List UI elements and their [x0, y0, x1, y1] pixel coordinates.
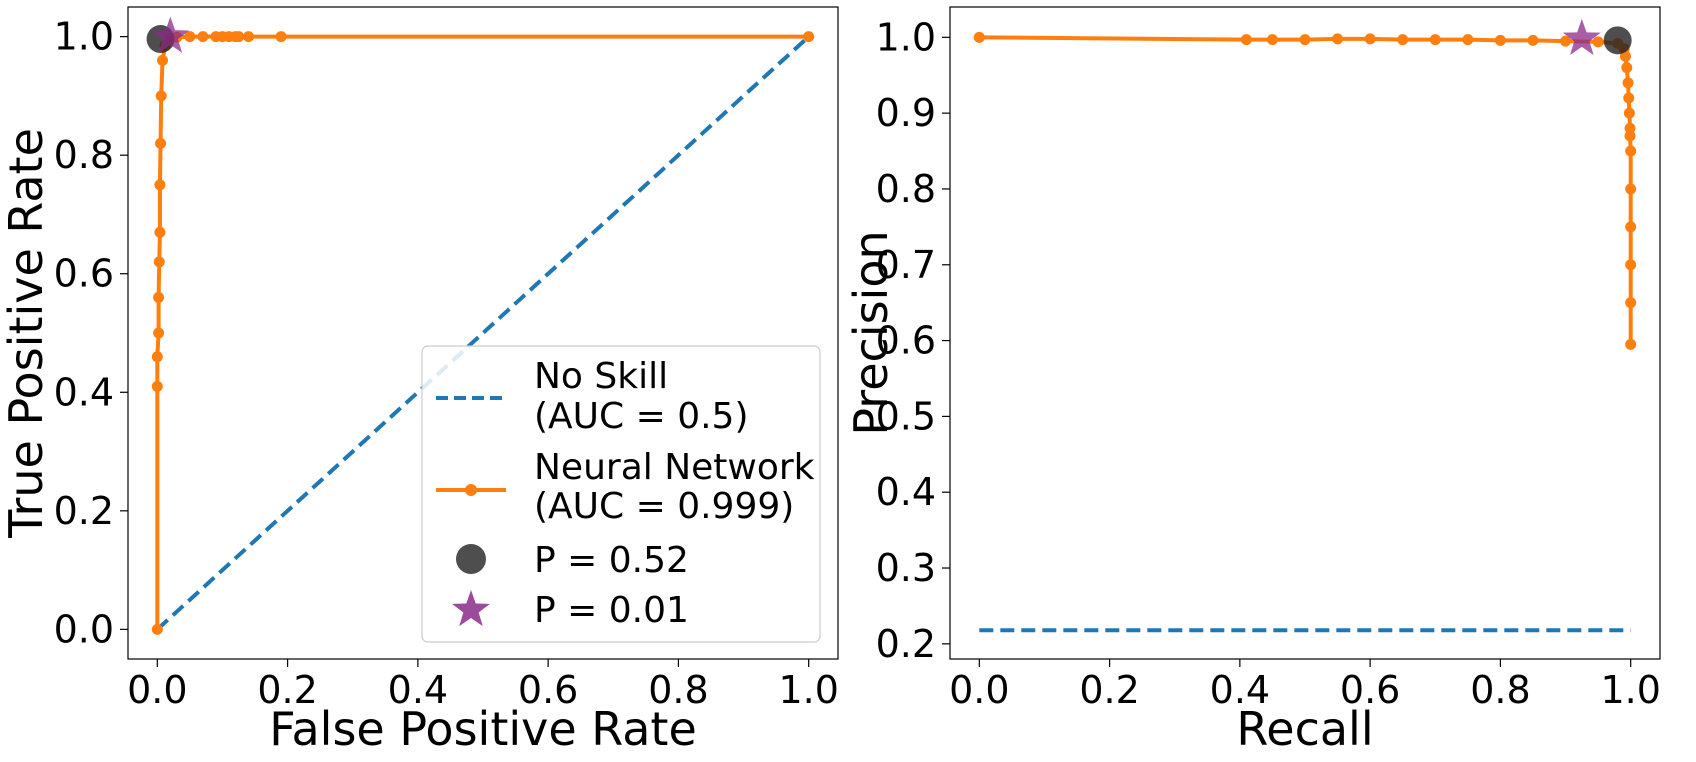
legend-p052-marker [456, 544, 486, 574]
legend-frame [421, 345, 821, 643]
legend-nn-label: Neural Network [534, 447, 815, 488]
roc-x-tick-label: 0.0 [127, 668, 187, 712]
pr-neural-network-point [1622, 77, 1634, 89]
roc-neural-network-point [151, 351, 163, 363]
legend-p052-label: P = 0.52 [534, 540, 689, 581]
pr-neural-network-point [1266, 34, 1278, 46]
pr-neural-network-point [1332, 33, 1344, 45]
roc-y-tick-label: 1.0 [54, 15, 114, 59]
pr-p052-marker [1603, 26, 1632, 55]
pr-y-tick-label: 0.8 [876, 167, 936, 211]
pr-neural-network-point [1592, 36, 1604, 48]
pr-neural-network-point [1624, 130, 1636, 142]
roc-neural-network-point [151, 623, 163, 635]
roc-neural-network-point [154, 179, 166, 191]
roc-marks [146, 16, 815, 635]
pr-x-tick-label: 1.0 [1600, 668, 1660, 712]
pr-x-tick-label: 0.8 [1470, 668, 1530, 712]
legend-no-skill-label: No Skill [534, 356, 668, 397]
pr-x-tick-label: 0.2 [1079, 668, 1139, 712]
pr-x-tick-label: 0.4 [1210, 668, 1270, 712]
pr-x-tick-label: 0.0 [949, 668, 1009, 712]
roc-neural-network-point [151, 380, 163, 392]
pr-neural-network-point [1299, 34, 1311, 46]
roc-panel: 0.0 0.2 0.4 0.6 0.8 1.0 0.0 0.2 0.4 0.6 0.8 1.0 Fa… [0, 6, 839, 756]
pr-y-tick-label: 0.4 [876, 470, 936, 514]
roc-x-tick-label: 0.8 [648, 668, 708, 712]
pr-neural-network-point [1397, 34, 1409, 46]
roc-legend: No Skill (AUC = 0.5) Neural Network (AUC… [421, 345, 821, 643]
pr-x-axis-label: Recall [1236, 702, 1373, 756]
pr-neural-network-point [1621, 62, 1633, 74]
legend-nn-auc: (AUC = 0.999) [534, 486, 794, 527]
pr-x-ticks: 0.0 0.2 0.4 0.6 0.8 1.0 [949, 659, 1661, 712]
pr-neural-network-point [1462, 34, 1474, 46]
roc-neural-network-point [803, 31, 815, 43]
pr-neural-network-point [1527, 34, 1539, 46]
legend-p001-star-icon [451, 590, 491, 627]
pr-y-axis-label: Precision [844, 230, 898, 435]
roc-x-tick-label: 0.2 [257, 668, 317, 712]
pr-marks [973, 18, 1637, 633]
pr-x-tick-label: 0.6 [1340, 668, 1400, 712]
pr-neural-network-point [1623, 92, 1635, 104]
roc-neural-network-point [153, 327, 165, 339]
pr-neural-network-point [1625, 338, 1637, 350]
roc-x-ticks: 0.0 0.2 0.4 0.6 0.8 1.0 [127, 659, 839, 712]
pr-neural-network-point [1624, 122, 1636, 134]
pr-neural-network-point [1625, 145, 1637, 157]
pr-p001-star-marker [1562, 18, 1601, 56]
pr-neural-network-point [1625, 297, 1637, 309]
pr-neural-network-point [1560, 35, 1572, 47]
legend-nn-swatch-dot [465, 484, 477, 496]
pr-y-tick-label: 0.9 [876, 91, 936, 135]
roc-neural-network-point [157, 54, 169, 66]
roc-p001-star-marker [151, 16, 190, 53]
roc-y-tick-label: 0.2 [54, 489, 114, 533]
pr-neural-network-point [1625, 183, 1637, 195]
roc-neural-network-point [154, 226, 166, 238]
pr-y-tick-label: 0.2 [876, 622, 936, 666]
roc-neural-network-point [197, 31, 209, 43]
legend-no-skill-auc: (AUC = 0.5) [534, 396, 749, 437]
pr-y-tick-label: 0.7 [876, 243, 936, 287]
roc-y-tick-label: 0.8 [54, 133, 114, 177]
roc-y-tick-label: 0.0 [54, 607, 114, 651]
roc-y-tick-label: 0.6 [54, 252, 114, 296]
roc-x-axis-label: False Positive Rate [269, 702, 697, 756]
pr-neural-network-point [1619, 50, 1631, 62]
pr-y-tick-label: 0.5 [876, 394, 936, 438]
pr-neural-network-point [1625, 221, 1637, 233]
pr-neural-network-point [1429, 34, 1441, 46]
roc-neural-network-point [153, 256, 165, 268]
roc-neural-network-point [155, 137, 167, 149]
roc-x-tick-label: 0.6 [518, 668, 578, 712]
pr-y-tick-label: 1.0 [876, 15, 936, 59]
roc-neural-network-point [275, 31, 287, 43]
roc-neural-network-point [153, 291, 165, 303]
roc-neural-network-point [155, 90, 167, 102]
pr-plot-frame [949, 6, 1661, 660]
pr-neural-network-point [1240, 34, 1252, 46]
roc-y-tick-label: 0.4 [54, 370, 114, 414]
pr-neural-network-point [1625, 259, 1637, 271]
roc-y-axis-label: True Positive Rate [0, 128, 53, 539]
roc-x-tick-label: 1.0 [778, 668, 838, 712]
pr-y-ticks: 0.2 0.3 0.4 0.5 0.6 0.7 0.8 0.9 1.0 [876, 15, 950, 666]
legend-p001-label: P = 0.01 [534, 590, 689, 631]
roc-neural-network-point [233, 31, 245, 43]
pr-neural-network-point [1623, 107, 1635, 119]
roc-y-ticks: 0.0 0.2 0.4 0.6 0.8 1.0 [54, 15, 128, 651]
pr-panel: 0.0 0.2 0.4 0.6 0.8 1.0 0.2 0.3 0.4 0.5 0.6 0.7 0.8… [844, 6, 1661, 756]
roc-neural-network-point [184, 31, 196, 43]
pr-neural-network-point [1494, 34, 1506, 46]
pr-y-tick-label: 0.3 [876, 546, 936, 590]
roc-neural-network-point [243, 31, 255, 43]
roc-x-tick-label: 0.4 [388, 668, 448, 712]
pr-y-tick-label: 0.6 [876, 319, 936, 363]
pr-neural-network-point [1364, 33, 1376, 45]
pr-neural-network-point [973, 31, 985, 43]
